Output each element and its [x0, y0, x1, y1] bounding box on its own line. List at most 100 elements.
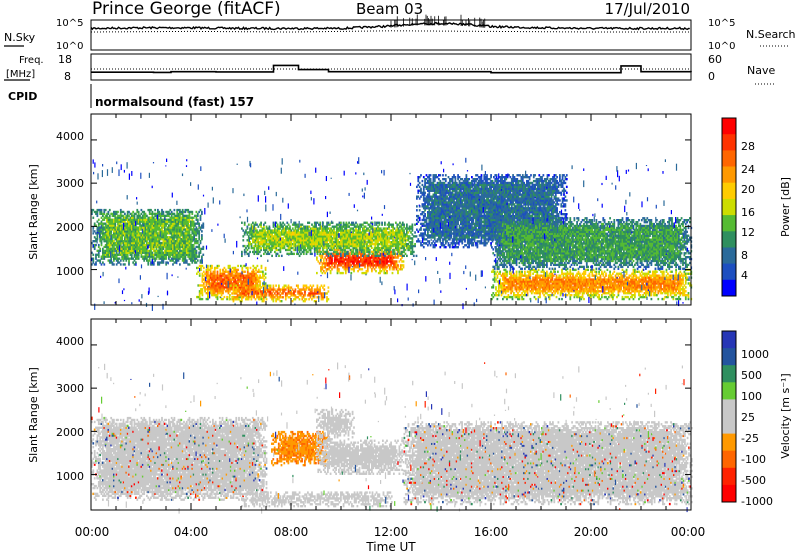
power-cells-cell — [168, 228, 170, 231]
power-cells-cell — [216, 272, 219, 275]
power-cells-cell — [136, 222, 139, 225]
power-cells-cell — [196, 214, 199, 218]
power-cells-cell — [163, 243, 166, 247]
power-cells-cell — [139, 226, 141, 229]
power-cells-cell — [271, 229, 273, 232]
power-cells-cell — [211, 286, 213, 289]
power-cells-cell — [300, 288, 302, 291]
power-cells-cell — [391, 268, 394, 271]
power-cells-cell — [140, 208, 143, 212]
power-cells-cell — [311, 288, 313, 291]
power-cells-cell — [194, 214, 196, 218]
power-cells-cell — [335, 248, 337, 251]
power-cells-cell — [209, 286, 212, 289]
power-cells-cell — [139, 234, 141, 237]
power-cells-cell — [369, 264, 372, 267]
power-cells-cell — [113, 247, 115, 251]
power-cells-cell — [200, 297, 202, 301]
power-cells-cell — [366, 270, 369, 273]
power-cells-cell — [148, 208, 151, 212]
power-cells-cell — [196, 259, 199, 262]
power-cells-cell — [113, 224, 115, 227]
power-cells-cell — [278, 233, 280, 236]
power-cells-cell — [263, 248, 265, 252]
power-cells-cell — [199, 259, 202, 262]
power-cells-cell — [184, 259, 187, 262]
power-cells-cell — [168, 218, 170, 221]
power-cells-cell — [276, 225, 279, 228]
power-cells-cell — [373, 258, 376, 261]
power-cells-cell — [246, 225, 249, 228]
power-cells-cell — [107, 232, 110, 235]
power-cells-cell — [253, 274, 256, 277]
power-cells-cell — [276, 223, 279, 226]
power-cells-cell — [117, 245, 119, 249]
power-cells-cell — [388, 268, 391, 271]
power-cells-cell — [282, 292, 284, 295]
power-cells-cell — [297, 231, 300, 234]
power-cells-cell — [335, 260, 337, 263]
power-cells-cell — [215, 284, 217, 287]
power-cells-cell — [301, 241, 304, 244]
power-cells-cell — [263, 225, 265, 228]
power-cells-cell — [140, 243, 143, 247]
power-cells-cell — [289, 292, 291, 295]
power-cells-cell — [278, 235, 280, 238]
power-cells-cell — [108, 230, 111, 233]
power-cells-cell — [335, 254, 337, 257]
power-cells-cell — [165, 238, 168, 241]
power-cells-cell — [267, 244, 269, 248]
power-cells-cell — [208, 276, 211, 279]
power-cells-cell — [179, 208, 181, 212]
power-cells-cell — [158, 234, 161, 237]
power-cells-cell — [162, 210, 165, 214]
power-cells-cell — [169, 216, 172, 219]
power-cells-cell — [119, 263, 122, 266]
power-cells-cell — [328, 256, 331, 259]
power-cells-cell — [173, 222, 176, 225]
power-cells-cell — [150, 245, 152, 249]
power-cells-cell — [187, 243, 190, 247]
power-cells-cell — [150, 238, 152, 241]
power-cells-cell — [244, 284, 246, 287]
power-cells-cell — [256, 286, 259, 289]
power-cells-cell — [157, 222, 159, 225]
power-cells-cell — [117, 218, 119, 221]
power-cells-cell — [216, 286, 219, 289]
power-cells-cell — [272, 244, 275, 248]
power-cells-cell — [115, 243, 118, 247]
power-cells-cell — [188, 228, 191, 231]
power-cells-cell — [181, 243, 184, 247]
power-cells-cell — [152, 255, 155, 258]
power-cells-cell — [346, 254, 348, 257]
power-cells-cell — [114, 226, 117, 229]
power-cells-cell — [150, 232, 152, 235]
power-cells-cell — [103, 255, 106, 258]
power-cells-cell — [256, 250, 258, 254]
power-cells-cell — [100, 208, 103, 212]
power-cells-cell — [151, 220, 154, 223]
power-cells-cell — [238, 292, 241, 295]
power-cells-cell — [177, 257, 180, 260]
power-cells-cell — [95, 238, 97, 241]
power-cells-cell — [278, 241, 280, 244]
power-cells-cell — [353, 254, 355, 257]
power-cells-cell — [126, 234, 129, 237]
power-cells-cell — [161, 255, 163, 258]
power-cells-cell — [111, 263, 114, 266]
power-cells-cell — [267, 243, 269, 246]
power-cells-cell — [231, 288, 234, 291]
power-cells-cell — [166, 222, 169, 225]
power-cells-cell — [187, 238, 190, 241]
power-cells-cell — [135, 238, 137, 241]
power-cells-cell — [283, 288, 286, 291]
power-cells-cell — [121, 214, 124, 218]
power-cells-cell — [260, 264, 263, 268]
power-cells-cell — [269, 296, 272, 299]
power-cells-cell — [117, 216, 119, 219]
power-cells-cell — [144, 251, 147, 254]
power-cells-cell — [155, 251, 158, 254]
power-cells-cell — [246, 270, 249, 273]
power-cells-cell — [157, 241, 159, 245]
power-cells-cell — [102, 247, 104, 251]
